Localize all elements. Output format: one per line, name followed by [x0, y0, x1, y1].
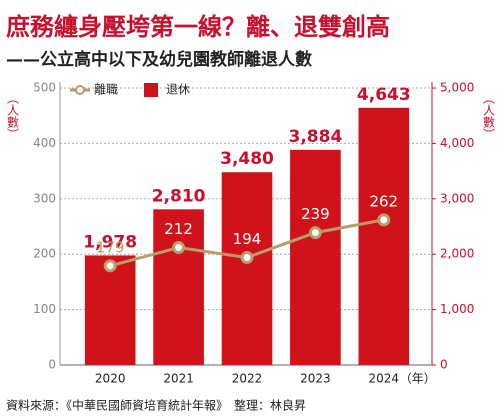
x-axis-label: （年） [400, 372, 436, 386]
bar [358, 107, 410, 365]
line-point [308, 226, 322, 240]
y-tick-label: 200 [33, 247, 56, 261]
bar [221, 172, 273, 365]
line-value-label: 194 [233, 230, 262, 248]
source-note: 資料來源：《中華民國師資培育統計年報》 整理：林良昇 [6, 398, 306, 413]
y-axis-label: （人數） [6, 92, 20, 140]
y-tick-label: 0 [48, 358, 56, 372]
y-tick-label: 500 [33, 81, 56, 95]
y2-tick-label: 4,000 [440, 136, 474, 150]
chart-title: 庶務纏身壓垮第一線？離、退雙創高 [6, 13, 390, 41]
x-tick-label: 2024 [369, 372, 400, 386]
legend-marker [75, 85, 85, 95]
line-point [377, 213, 391, 227]
line-value-label: 262 [369, 192, 398, 210]
x-tick-label: 2023 [300, 372, 331, 386]
line-value-label: 179 [96, 238, 125, 256]
bar [84, 255, 136, 365]
bar [290, 149, 341, 365]
bar [153, 209, 204, 365]
line-value-label: 212 [164, 220, 193, 238]
y-tick-label: 400 [33, 136, 56, 150]
line-point [240, 251, 254, 265]
line-value-label: 239 [301, 205, 330, 223]
bar-value-label: 1,978 [83, 232, 137, 252]
bar-value-label: 2,810 [152, 186, 206, 206]
legend-swatch [144, 83, 158, 97]
y2-tick-label: 1,000 [440, 302, 474, 316]
line-point [103, 259, 117, 273]
legend-label: 退休 [166, 83, 190, 97]
x-tick-label: 2020 [95, 372, 126, 386]
x-tick-label: 2021 [163, 372, 194, 386]
bar-value-label: 4,643 [357, 85, 411, 105]
y2-tick-label: 2,000 [440, 247, 474, 261]
y2-tick-label: 5,000 [440, 81, 474, 95]
bar-value-label: 3,884 [289, 127, 343, 147]
y2-tick-label: 3,000 [440, 191, 474, 205]
y-tick-label: 300 [33, 191, 56, 205]
y2-axis-label: （人數） [482, 92, 496, 140]
line-point [172, 241, 186, 255]
y2-tick-label: 0 [440, 358, 448, 372]
legend-label: 離職 [94, 83, 118, 97]
x-tick-label: 2022 [232, 372, 263, 386]
bar-value-label: 3,480 [220, 149, 274, 169]
chart-subtitle: ——公立高中以下及幼兒園教師離退人數 [6, 49, 312, 70]
y-tick-label: 100 [33, 302, 56, 316]
